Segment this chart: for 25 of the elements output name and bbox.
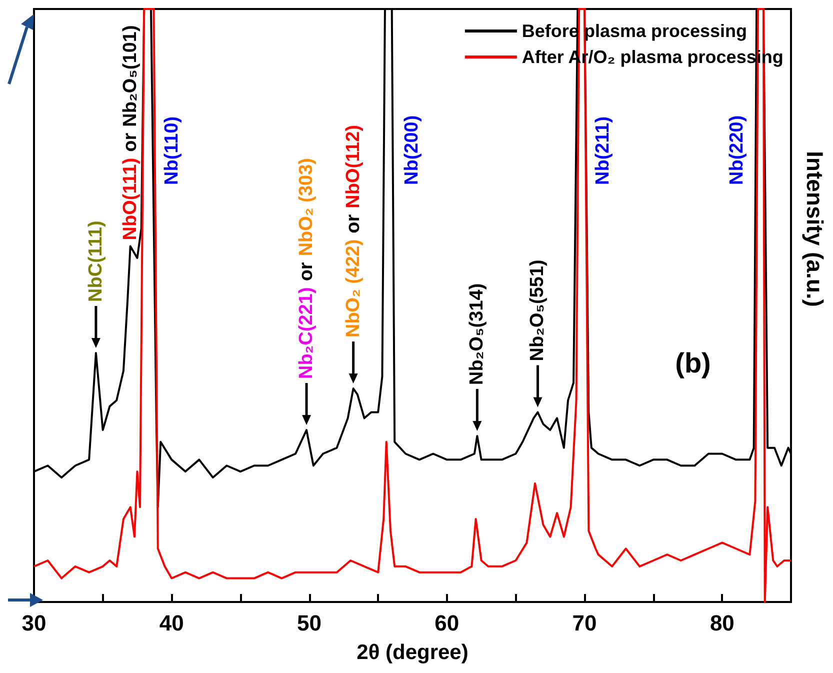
annotation: NbO₂ (422) — [342, 239, 364, 338]
x-tick-label: 70 — [572, 610, 597, 636]
x-tick-label: 80 — [710, 610, 734, 636]
annotation: NbO(112) — [342, 124, 364, 208]
annotation: Nb₂O₅(314) — [466, 283, 488, 385]
annotation: Nb(220) — [726, 115, 748, 185]
annotation: Nb₂O₅(551) — [527, 260, 548, 362]
annotation: NbO(111) — [120, 158, 141, 240]
annotation: or — [120, 132, 141, 152]
x-tick-label: 60 — [434, 610, 460, 636]
annotation: Nb(211) — [592, 116, 614, 185]
annotation: NbC(111) — [85, 220, 106, 302]
annotation: Nb(200) — [402, 115, 422, 185]
annotation: or — [342, 214, 364, 234]
x-tick-label: 50 — [297, 610, 322, 636]
x-tick-label: 30 — [22, 610, 46, 636]
annotation: NbO₂ (303) — [296, 158, 318, 256]
annotation: (b) — [675, 348, 711, 378]
x-tick-label: 40 — [159, 610, 184, 636]
annotation: Nb(110) — [162, 116, 182, 185]
annotation: or — [296, 262, 318, 282]
annotation: Nb₂O₅(101) — [120, 25, 141, 127]
y-axis-title: Intensity (a.u.) — [802, 151, 828, 307]
x-axis-title: 2θ (degree) — [356, 641, 468, 664]
annotation: Nb₂C(221) — [296, 287, 318, 380]
